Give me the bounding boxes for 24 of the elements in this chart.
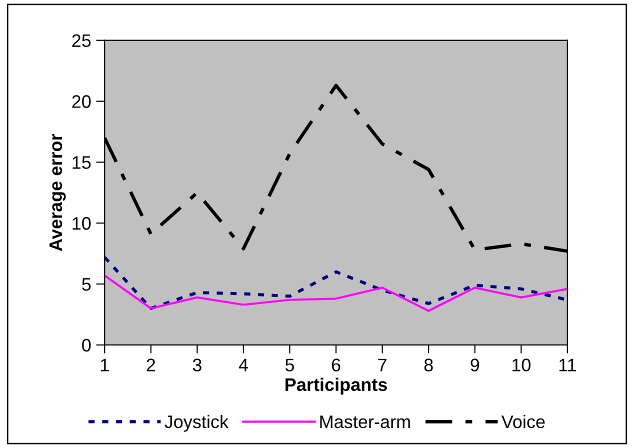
y-tick-label: 10	[72, 217, 91, 230]
y-tick-label: 5	[82, 278, 91, 291]
x-tick-label: 6	[332, 358, 340, 372]
x-tick-label: 4	[238, 358, 248, 372]
x-tick-label: 3	[192, 358, 202, 372]
x-tick-label: 7	[378, 358, 386, 372]
x-tick-label: 5	[285, 358, 294, 372]
x-axis-title: Participants	[286, 378, 387, 395]
y-tick-label: 25	[72, 34, 91, 48]
line-series	[104, 274, 568, 312]
legend-label: Voice	[501, 414, 545, 428]
y-axis-title: Average error	[50, 134, 66, 252]
legend-label: Joystick	[164, 414, 229, 432]
x-tick-label: 8	[424, 358, 433, 372]
legend-label: Master-arm	[320, 416, 410, 428]
y-tick-label: 15	[72, 156, 91, 169]
x-tick-label: 10	[512, 358, 530, 372]
x-tick-label: 1	[100, 358, 109, 372]
y-tick-label: 20	[72, 95, 91, 108]
line-series	[104, 256, 568, 310]
x-tick-label: 11	[559, 358, 576, 372]
x-tick-label: 2	[146, 358, 156, 372]
x-tick-label: 9	[470, 358, 480, 372]
y-tick-label: 0	[82, 338, 91, 352]
